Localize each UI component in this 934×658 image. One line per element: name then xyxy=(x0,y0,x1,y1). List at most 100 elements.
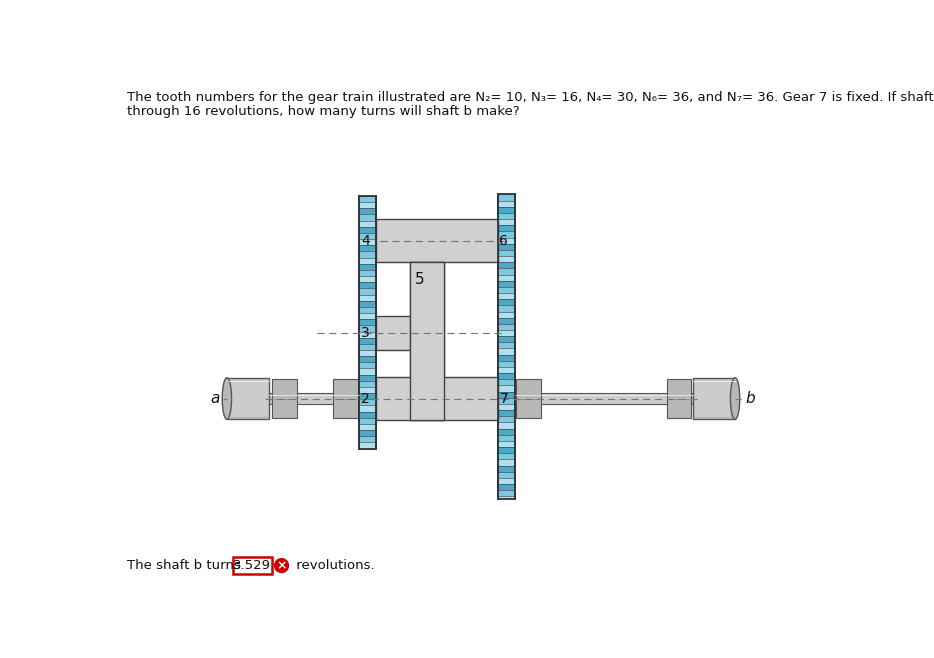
Bar xyxy=(499,256,514,263)
Bar xyxy=(499,243,514,250)
Text: 4: 4 xyxy=(361,234,370,247)
Bar xyxy=(499,422,514,428)
Bar xyxy=(361,215,375,220)
Bar xyxy=(361,313,375,319)
Bar xyxy=(499,435,514,441)
Bar xyxy=(499,324,514,330)
Bar xyxy=(361,257,375,264)
Bar xyxy=(361,270,375,276)
Text: 2: 2 xyxy=(361,392,370,405)
Bar xyxy=(499,305,514,311)
Bar xyxy=(499,392,514,397)
Bar xyxy=(499,263,514,268)
Bar xyxy=(499,238,514,243)
Bar xyxy=(499,459,514,465)
Bar xyxy=(499,417,514,422)
Bar xyxy=(499,496,514,499)
Bar xyxy=(360,196,376,449)
Bar xyxy=(361,319,375,325)
Bar xyxy=(499,404,514,410)
Bar xyxy=(410,263,444,420)
Bar xyxy=(361,301,375,307)
Bar xyxy=(361,233,375,239)
Bar xyxy=(361,405,375,412)
Bar xyxy=(376,377,498,420)
Bar xyxy=(361,282,375,288)
Bar xyxy=(499,379,514,386)
Bar xyxy=(498,195,515,499)
Bar xyxy=(361,251,375,257)
Bar xyxy=(499,311,514,318)
Bar xyxy=(361,412,375,418)
Bar xyxy=(361,239,375,245)
Bar xyxy=(361,325,375,332)
Bar xyxy=(499,349,514,355)
Bar xyxy=(499,410,514,417)
Bar xyxy=(361,245,375,251)
Bar xyxy=(361,356,375,363)
Text: revolutions.: revolutions. xyxy=(292,559,375,572)
Bar xyxy=(361,368,375,374)
Text: ×: × xyxy=(276,559,287,572)
Text: 5: 5 xyxy=(415,272,424,287)
Ellipse shape xyxy=(730,378,740,419)
Bar xyxy=(667,379,691,418)
Bar xyxy=(376,316,410,350)
Text: 7: 7 xyxy=(500,392,508,405)
Bar xyxy=(234,557,272,574)
Text: through 16 revolutions, how many turns will shaft b make?: through 16 revolutions, how many turns w… xyxy=(127,105,519,118)
Bar xyxy=(361,220,375,227)
Bar xyxy=(499,207,514,213)
Bar xyxy=(361,276,375,282)
Bar xyxy=(499,281,514,287)
Bar xyxy=(361,436,375,442)
Text: The shaft b turns: The shaft b turns xyxy=(127,559,249,572)
Bar xyxy=(499,484,514,490)
Bar xyxy=(499,213,514,219)
Bar xyxy=(499,367,514,373)
Bar xyxy=(499,453,514,459)
Bar xyxy=(361,381,375,387)
Bar xyxy=(499,268,514,274)
Bar xyxy=(515,393,693,404)
Text: The tooth numbers for the gear train illustrated are N₂= 10, N₃= 16, N₄= 30, N₆=: The tooth numbers for the gear train ill… xyxy=(127,91,934,104)
Bar xyxy=(499,447,514,453)
Bar xyxy=(361,442,375,449)
Bar xyxy=(499,336,514,342)
Text: a: a xyxy=(210,391,219,406)
Text: 3.529: 3.529 xyxy=(234,559,271,572)
Bar xyxy=(499,201,514,207)
Bar xyxy=(499,355,514,361)
Circle shape xyxy=(275,559,289,572)
Bar xyxy=(499,478,514,484)
Bar xyxy=(499,219,514,225)
Bar xyxy=(499,330,514,336)
Bar xyxy=(333,379,358,418)
Text: 6: 6 xyxy=(500,234,508,247)
Bar xyxy=(361,418,375,424)
Bar xyxy=(693,378,735,419)
Bar xyxy=(227,378,269,419)
Bar xyxy=(499,441,514,447)
Bar xyxy=(499,225,514,232)
Bar xyxy=(361,288,375,295)
Bar xyxy=(376,219,498,263)
Bar xyxy=(361,430,375,436)
Bar xyxy=(361,332,375,338)
Bar xyxy=(499,386,514,392)
Bar xyxy=(361,307,375,313)
Ellipse shape xyxy=(222,378,232,419)
Bar xyxy=(361,227,375,233)
Bar xyxy=(498,195,515,499)
Bar xyxy=(361,363,375,368)
Bar xyxy=(361,209,375,215)
Bar xyxy=(361,387,375,393)
Bar xyxy=(499,250,514,256)
Bar xyxy=(499,490,514,496)
Bar xyxy=(273,379,297,418)
Bar xyxy=(361,399,375,405)
Bar xyxy=(361,202,375,209)
Bar xyxy=(499,373,514,379)
Bar xyxy=(499,397,514,404)
Bar xyxy=(361,295,375,301)
